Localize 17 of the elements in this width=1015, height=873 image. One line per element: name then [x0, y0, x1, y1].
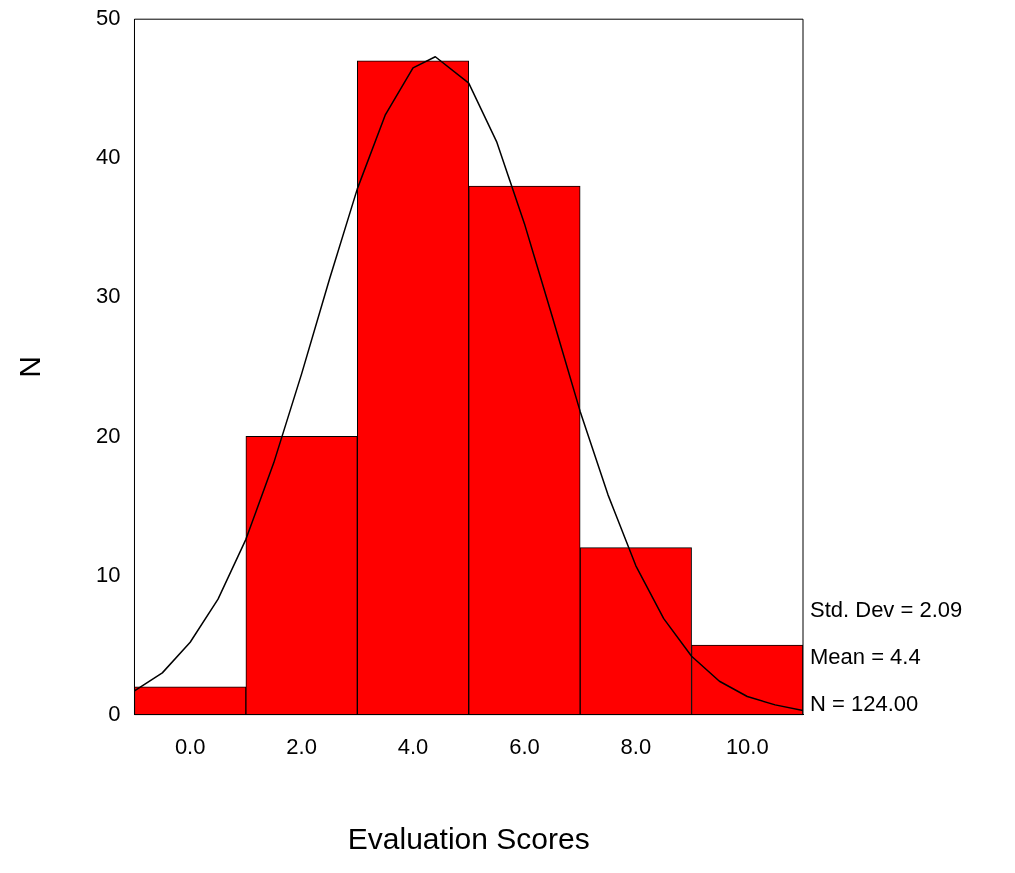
text: Std. Dev = 2.09: [810, 595, 963, 624]
y-tick-label: 10: [95, 561, 121, 587]
y-tick-label: 20: [95, 422, 121, 448]
x-tick-label: 0.0: [174, 733, 206, 759]
x-tick-label: 6.0: [509, 733, 540, 759]
text: N = 124.00: [810, 689, 920, 718]
y-tick-label: 40: [95, 144, 121, 170]
x-tick-label: 8.0: [620, 733, 652, 759]
x-axis-title: Evaluation Scores: [347, 822, 590, 856]
x-tick-label: 4.0: [397, 733, 429, 759]
y-axis-title: N: [13, 356, 47, 378]
x-tick-label: 10.0: [725, 733, 769, 759]
y-tick-label: 30: [95, 283, 121, 309]
y-tick-label: 0: [108, 700, 121, 726]
y-tick-label: 50: [95, 5, 121, 31]
text: Mean = 4.4: [810, 642, 922, 671]
x-tick-label: 2.0: [286, 733, 317, 759]
